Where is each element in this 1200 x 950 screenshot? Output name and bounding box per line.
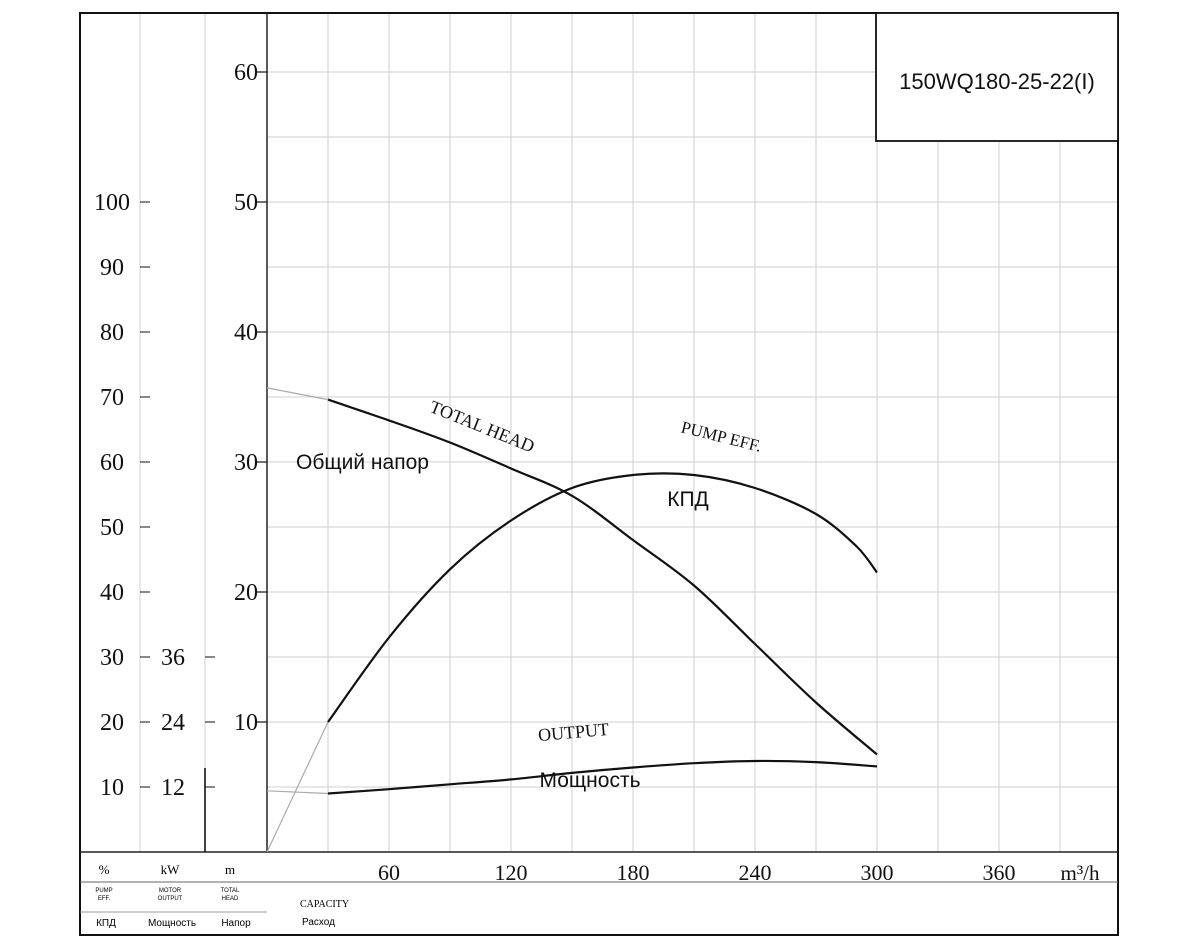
footer-head-en-a: TOTAL [221,888,240,894]
footer-eff-en-b: EFF. [98,896,111,902]
power-tick-label: 36 [161,645,185,671]
x-unit-label: m³/h [1061,861,1100,885]
model-label: 150WQ180-25-22(I) [899,69,1095,94]
eff-tick-label: 90 [100,255,124,281]
footer-power-en-b: OUTPUT [158,896,183,902]
eff-tick-label: 60 [100,450,124,476]
footer-power-en-a: MOTOR [159,888,182,894]
output-extrapolation [266,790,329,795]
output-curve [327,759,878,795]
eff-extrapolation [266,721,329,853]
output-label-en: OUTPUT [537,719,609,745]
head-tick-label: 40 [234,320,258,346]
footer-legend: % PUMP EFF. КПД kW MOTOR OUTPUT Мощность… [95,862,349,929]
eff-tick-label: 10 [100,775,124,801]
footer-eff-unit: % [99,862,110,877]
curves-layer [266,387,878,853]
footer-capacity-en: CAPACITY [300,899,349,910]
pump-eff-label-en: PUMP EFF. [679,418,763,456]
footer-eff-en-a: PUMP [95,888,112,894]
x-tick-label: 120 [495,860,528,885]
total-head-label-en: TOTAL HEAD [427,396,537,456]
x-tick-label: 60 [378,860,400,885]
eff-tick-label: 20 [100,710,124,736]
eff-tick-label: 40 [100,580,124,606]
output-label-ru: Мощность [539,769,640,792]
head-extrapolation [266,387,329,401]
footer-head-en-b: HEAD [222,896,239,902]
footer-head-unit: m [225,862,235,877]
x-tick-label: 300 [861,860,894,885]
x-tick-label: 240 [739,860,772,885]
head-tick-label: 20 [234,580,258,606]
head-tick-label: 10 [234,710,258,736]
axis-ticks-layer: 60 120 180 240 300 360 10 20 30 40 50 60 10 20 30 40 50 6… [94,60,1016,885]
footer-eff-ru: КПД [96,918,116,929]
footer-head-ru: Напор [221,918,251,929]
eff-tick-label: 30 [100,645,124,671]
eff-tick-label: 80 [100,320,124,346]
footer-capacity-ru: Расход [302,917,335,928]
model-box [875,12,1119,142]
pump-eff-label-ru: КПД [667,488,709,511]
power-tick-label: 12 [161,775,185,801]
head-tick-label: 50 [234,190,258,216]
head-tick-label: 60 [234,60,258,86]
total-head-label-ru: Общий напор [296,451,429,474]
eff-tick-label: 50 [100,515,124,541]
head-tick-label: 30 [234,450,258,476]
pump-eff-curve [327,472,878,723]
x-tick-label: 180 [617,860,650,885]
eff-tick-label: 70 [100,385,124,411]
chart-frame [79,12,1119,936]
power-tick-label: 24 [161,710,185,736]
x-tick-label: 360 [983,860,1016,885]
footer-power-ru: Мощность [148,918,196,929]
total-head-curve [327,398,878,756]
grid-layer [139,13,1118,852]
footer-power-unit: kW [161,862,181,877]
eff-tick-label: 100 [94,190,130,216]
